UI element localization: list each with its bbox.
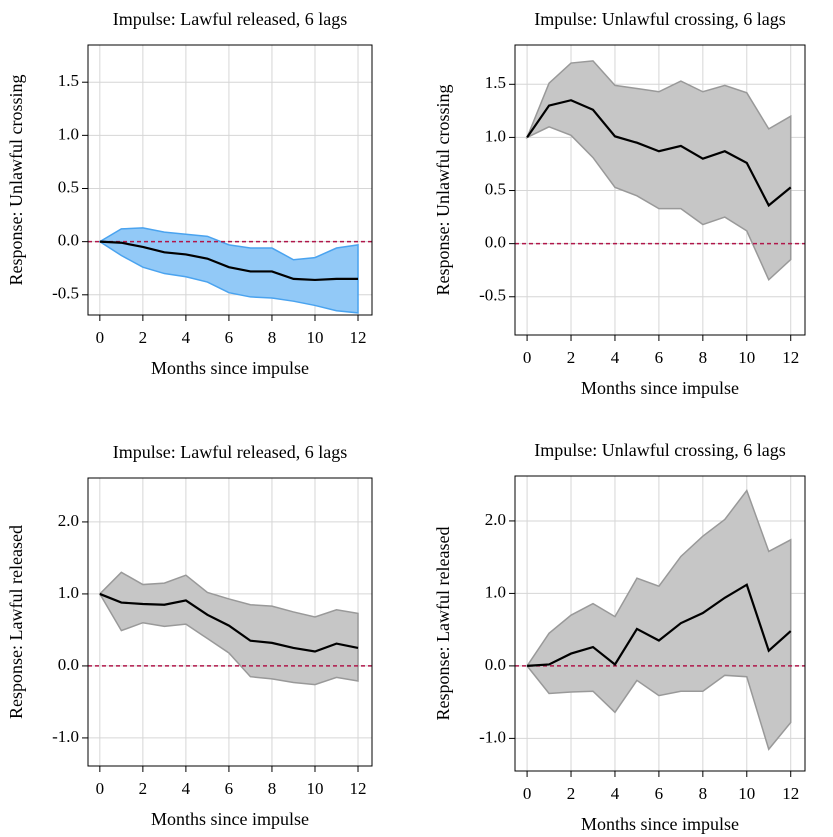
y-axis-label: Response: Unlawful crossing [433,85,453,296]
y-tick-label: -1.0 [52,727,79,746]
x-tick-label: 10 [738,348,755,367]
x-tick-label: 12 [782,348,799,367]
subplot-title: Impulse: Lawful released, 6 lags [113,9,347,29]
x-tick-label: 2 [567,348,576,367]
x-tick-label: 8 [699,784,708,803]
plot-frame [87,477,373,767]
x-tick-label: 6 [225,328,234,347]
x-tick-label: 6 [655,348,664,367]
y-tick-label: 1.0 [58,583,79,602]
x-tick-label: 12 [350,779,367,798]
x-tick-label: 10 [306,779,323,798]
response-line [527,583,792,667]
y-tick-label: 1.0 [58,124,79,143]
x-tick-label: 6 [225,779,234,798]
y-tick-label: 0.5 [58,177,79,196]
x-tick-label: 4 [611,348,620,367]
y-tick-label: -0.5 [52,284,79,303]
x-tick-label: 8 [268,328,277,347]
subplot: Impulse: Unlawful crossing, 6 lags 0 2 4 6 8 1… [433,9,806,398]
x-tick-label: 4 [182,328,191,347]
subplot-title: Impulse: Lawful released, 6 lags [113,442,347,462]
x-tick-label: 0 [523,784,532,803]
x-tick-label: 10 [738,784,755,803]
response-line [526,99,792,208]
subplot: Impulse: Unlawful crossing, 6 lags 0 2 4 6 8 1… [433,440,806,834]
y-tick-label: 0.0 [485,233,506,252]
x-tick-label: 0 [96,328,105,347]
x-tick-label: 2 [567,784,576,803]
x-tick-label: 8 [268,779,277,798]
y-tick-label: 2.0 [485,510,506,529]
subplot-title: Impulse: Unlawful crossing, 6 lags [534,9,785,29]
x-axis-label: Months since impulse [151,358,309,378]
y-tick-label: 2.0 [58,511,79,530]
y-tick-label: 1.5 [485,73,506,92]
plot-frame [87,44,373,316]
y-axis-label: Response: Lawful released [433,527,453,721]
x-tick-label: 12 [782,784,799,803]
x-tick-label: 4 [611,784,620,803]
y-tick-label: 0.0 [58,231,79,250]
y-axis-label: Response: Unlawful crossing [6,75,26,286]
y-tick-label: 0.0 [485,655,506,674]
x-axis-label: Months since impulse [151,809,309,829]
x-tick-label: 10 [306,328,323,347]
subplot: Impulse: Lawful released, 6 lags 0 2 4 6 8 10 1… [6,442,373,829]
y-axis-label: Response: Lawful released [6,525,26,719]
y-tick-label: 0.5 [485,179,506,198]
y-tick-label: 1.0 [485,126,506,145]
x-tick-label: 2 [139,328,148,347]
x-tick-label: 6 [655,784,664,803]
x-tick-label: 8 [699,348,708,367]
plot-frame [514,44,806,336]
plot-frame [514,475,806,772]
y-tick-label: -1.0 [479,727,506,746]
y-tick-label: 1.5 [58,71,79,90]
x-tick-label: 0 [96,779,105,798]
x-axis-label: Months since impulse [581,814,739,834]
x-tick-label: 4 [182,779,191,798]
x-tick-label: 0 [523,348,532,367]
y-tick-label: 0.0 [58,655,79,674]
y-tick-label: -0.5 [479,286,506,305]
x-tick-label: 12 [350,328,367,347]
subplot-title: Impulse: Unlawful crossing, 6 lags [534,440,785,460]
response-line [99,592,359,653]
x-axis-label: Months since impulse [581,378,739,398]
x-tick-label: 2 [139,779,148,798]
subplot: Impulse: Lawful released, 6 lags 0 2 4 6 8 10 1… [6,9,373,378]
y-tick-label: 1.0 [485,582,506,601]
response-line [99,240,359,282]
